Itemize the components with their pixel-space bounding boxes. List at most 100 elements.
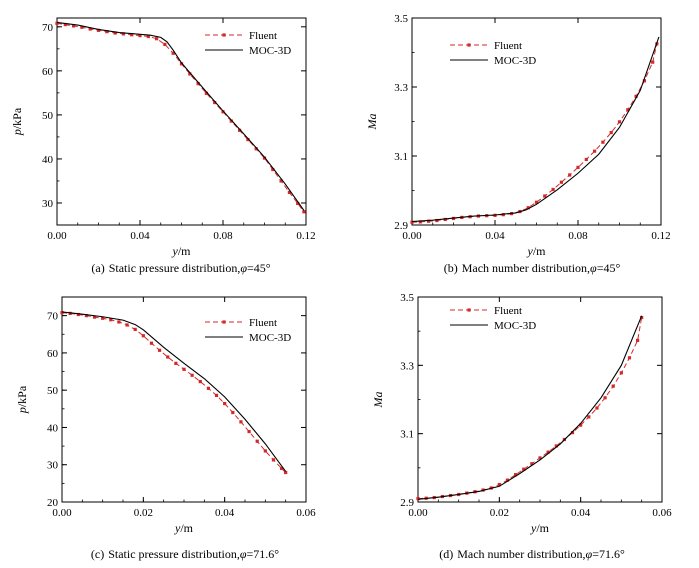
data-point-fluent <box>130 33 134 37</box>
data-point-fluent <box>174 361 178 365</box>
data-point-fluent <box>121 32 125 36</box>
data-point-fluent <box>576 165 580 169</box>
legend-label: Fluent <box>249 317 277 329</box>
y-tick-label: 40 <box>47 422 59 434</box>
y-tick-label: 30 <box>42 198 54 210</box>
x-axis-unit: /m <box>536 521 549 535</box>
data-point-fluent <box>427 219 431 223</box>
data-point-fluent <box>530 462 534 466</box>
y-axis-variable: p <box>15 407 29 414</box>
y-tick-label: 70 <box>42 22 54 34</box>
caption-text: Mach number distribution, <box>462 261 590 275</box>
data-point-fluent <box>617 120 622 124</box>
x-tick-label: 0.04 <box>485 230 505 242</box>
data-point-fluent <box>206 386 210 390</box>
data-point-fluent <box>204 91 208 95</box>
data-point-fluent <box>179 62 184 66</box>
legend-label: MOC-3D <box>494 320 536 332</box>
data-point-fluent <box>149 341 154 345</box>
data-point-fluent <box>182 367 186 371</box>
data-point-fluent <box>68 311 72 315</box>
data-point-fluent <box>223 402 227 406</box>
caption-phi: φ <box>240 547 247 561</box>
data-point-fluent <box>271 167 275 172</box>
plot-frame <box>417 296 663 503</box>
legend: Fluent MOC-3D <box>205 30 291 57</box>
data-point-fluent <box>239 420 243 424</box>
data-point-fluent <box>188 72 192 76</box>
y-axis-unit: /kPa <box>15 385 29 407</box>
data-point-fluent <box>254 147 258 151</box>
y-tick-label: 40 <box>42 154 54 166</box>
x-tick-label: 0.04 <box>215 507 235 519</box>
legend-label: MOC-3D <box>249 332 291 344</box>
y-tick-label: 3.3 <box>400 360 414 372</box>
data-point-fluent <box>55 21 59 25</box>
series-line-moc-3d <box>56 21 305 211</box>
x-axis-variable: y <box>530 521 537 535</box>
data-point-fluent <box>213 100 217 105</box>
y-tick-label: 50 <box>42 110 54 122</box>
caption-label: (c) <box>91 547 104 561</box>
data-point-fluent <box>640 315 644 320</box>
figure-caption: (c) Static pressure distribution,φ=71.6° <box>91 547 279 561</box>
data-point-fluent <box>271 458 276 462</box>
y-tick-label: 3.5 <box>400 292 414 304</box>
series-line-fluent <box>417 317 643 500</box>
y-tick-label: 60 <box>47 348 59 360</box>
data-point-fluent <box>171 51 175 55</box>
chart-panel-2: 0.00 0.04 0.08 0.12 2.9 3.1 3.3 3.5 y/m Ma Fluent M… <box>365 13 671 258</box>
legend-label: Fluent <box>494 305 522 317</box>
caption-value: =71.6° <box>592 547 625 561</box>
data-point-fluent <box>410 220 414 224</box>
data-point-fluent <box>196 82 200 86</box>
x-axis-unit: /m <box>533 244 546 258</box>
data-point-fluent <box>214 393 219 397</box>
data-point-fluent <box>505 478 510 482</box>
data-point-fluent <box>158 348 162 352</box>
data-point-fluent <box>255 439 259 443</box>
plot-frame <box>411 17 662 226</box>
x-tick-label: 0.04 <box>130 230 150 242</box>
data-point-fluent <box>280 466 284 471</box>
series-line-moc-3d <box>417 315 643 500</box>
y-tick-label: 50 <box>47 385 59 397</box>
series-line-moc-3d <box>61 311 287 472</box>
caption-value: =45° <box>247 261 271 275</box>
chart-panel-1: 0.00 0.04 0.08 0.12 30 40 50 60 70 y/m p/kPa Fluent… <box>10 17 316 258</box>
data-point-fluent <box>166 355 170 359</box>
data-point-fluent <box>105 30 109 34</box>
x-tick-label: 0.00 <box>402 230 422 242</box>
data-point-fluent <box>627 356 632 360</box>
series-line-moc-3d <box>411 36 660 223</box>
data-point-fluent <box>238 128 242 132</box>
data-point-fluent <box>526 206 530 210</box>
data-point-fluent <box>636 338 640 342</box>
data-point-fluent <box>546 450 550 454</box>
legend: Fluent MOC-3D <box>450 305 536 332</box>
data-point-fluent <box>435 218 439 223</box>
data-point-fluent <box>101 316 105 320</box>
data-point-fluent <box>229 119 233 123</box>
x-axis-label: y/m <box>530 521 550 535</box>
y-axis-variable: Ma <box>365 114 379 131</box>
y-tick-label: 3.1 <box>400 429 414 441</box>
x-axis-label: y/m <box>527 244 547 258</box>
data-point-fluent <box>551 187 555 192</box>
caption-phi: φ <box>590 261 597 275</box>
x-axis-variable: y <box>527 244 534 258</box>
data-point-fluent <box>619 371 623 375</box>
series-line-fluent <box>411 43 658 223</box>
caption-text: Static pressure distribution, <box>109 261 241 275</box>
data-point-fluent <box>141 334 145 338</box>
y-tick-label: 2.9 <box>400 497 414 509</box>
y-tick-label: 3.5 <box>394 13 408 25</box>
data-point-fluent <box>80 25 84 29</box>
data-point-fluent <box>626 108 630 112</box>
legend-marker-fluent <box>222 320 226 324</box>
data-point-fluent <box>246 137 250 142</box>
data-point-fluent <box>609 130 613 135</box>
data-point-fluent <box>133 327 137 332</box>
x-axis-label: y/m <box>174 521 194 535</box>
x-axis-unit: /m <box>180 521 193 535</box>
